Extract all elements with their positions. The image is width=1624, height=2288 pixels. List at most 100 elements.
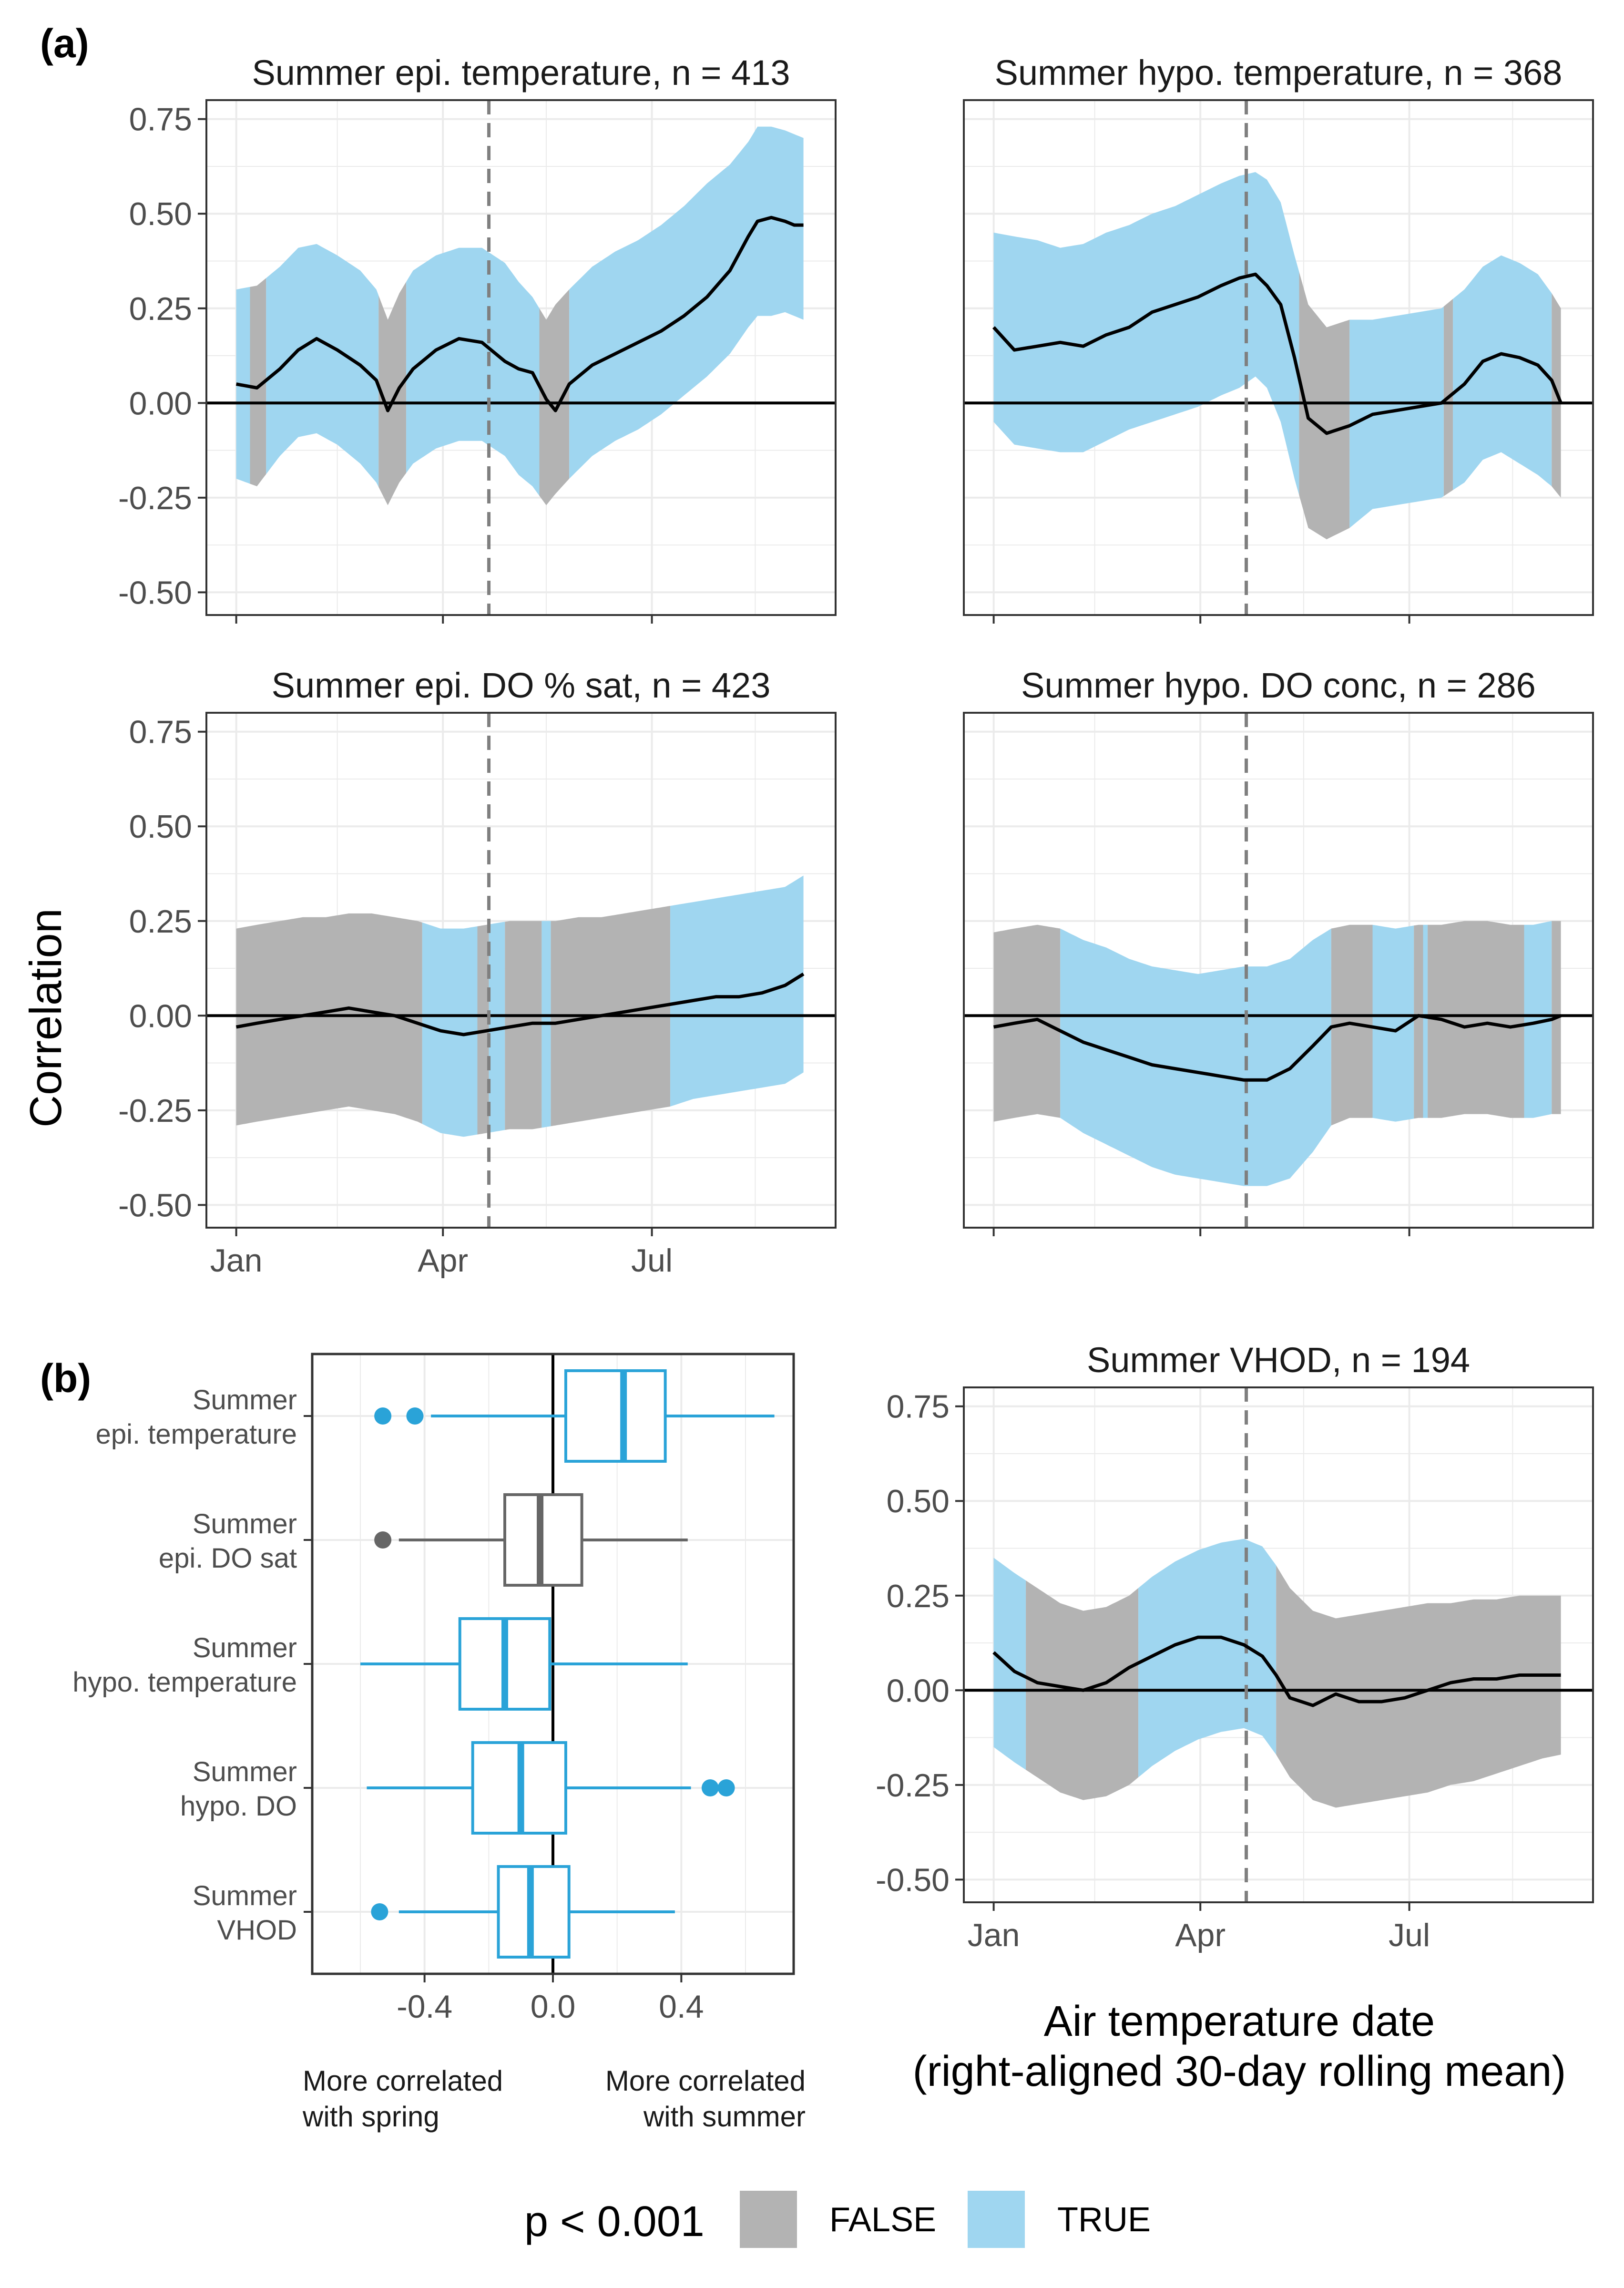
significance-band-true: [406, 247, 540, 496]
y-tick-label: 0.25: [887, 1578, 950, 1614]
significance-band-false: [236, 913, 422, 1126]
significance-band-true: [993, 172, 1299, 495]
y-tick-label: 0.00: [887, 1672, 950, 1709]
category-label-line1: Summer: [193, 1385, 297, 1416]
x-axis-label-line2: (right-aligned 30-day rolling mean): [913, 2048, 1566, 2095]
panel-border: [205, 712, 837, 1229]
legend: p < 0.001 FALSE TRUE: [524, 2191, 1151, 2248]
y-tick-label: 0.00: [129, 998, 192, 1034]
y-tick-label: 0.75: [887, 1389, 950, 1425]
outlier-point: [406, 1407, 424, 1425]
significance-band-true: [1060, 928, 1331, 1186]
significance-band-true: [993, 1558, 1026, 1770]
box: [564, 1369, 667, 1463]
x-tick-label: -0.4: [397, 1989, 452, 2025]
x-tick-label: Jul: [1389, 1917, 1430, 1953]
significance-band-true: [1349, 306, 1444, 528]
y-tick-label: -0.50: [876, 1862, 950, 1898]
legend-swatch-false: [740, 2191, 797, 2248]
category-label-line2: hypo. temperature: [72, 1667, 297, 1698]
y-tick-label: 0.50: [887, 1483, 950, 1519]
correlation-line: [992, 1635, 1561, 1707]
panel-title: Summer epi. DO % sat, n = 423: [272, 666, 771, 705]
category-label-line1: Summer: [193, 1632, 297, 1663]
y-tick-label: -0.25: [118, 480, 192, 516]
x-tick-label: Apr: [418, 1242, 468, 1279]
category-label-line2: epi. DO sat: [159, 1543, 297, 1574]
significance-band-true: [1423, 924, 1428, 1118]
y-axis-label: Correlation: [20, 908, 71, 1128]
panel-label-a: (a): [40, 21, 89, 66]
outlier-point: [717, 1779, 735, 1796]
outlier-point: [371, 1903, 388, 1920]
panel-title: Summer VHOD, n = 194: [1087, 1340, 1470, 1380]
significance-band-true: [569, 126, 804, 479]
significance-band-false: [1414, 924, 1423, 1119]
significance-band-true: [266, 244, 379, 487]
x-tick-label: Jan: [968, 1917, 1020, 1953]
panel-title: Summer hypo. DO conc, n = 286: [1021, 666, 1536, 705]
legend-label-false: FALSE: [829, 2201, 936, 2239]
y-tick-label: -0.50: [118, 575, 192, 611]
y-tick-label: 0.75: [129, 714, 192, 750]
x-tick-label: Jul: [631, 1242, 673, 1279]
y-tick-label: 0.50: [129, 809, 192, 845]
note-summer-line2: with summer: [643, 2101, 806, 2133]
significance-band-false: [378, 282, 407, 505]
category-label-line2: VHOD: [217, 1915, 297, 1946]
category-label-line2: epi. temperature: [96, 1419, 297, 1450]
correlation-line: [993, 1014, 1562, 1082]
panel-label-b: (b): [40, 1356, 91, 1401]
significance-band-true: [1138, 1539, 1277, 1777]
significance-band-true: [422, 922, 478, 1137]
panel-hypo-temperature: Summer hypo. temperature, n = 368: [963, 53, 1594, 624]
panel-border: [205, 99, 837, 616]
note-spring-line2: with spring: [302, 2101, 439, 2133]
significance-band-false: [250, 278, 266, 486]
x-axis-label-line1: Air temperature date: [1044, 1998, 1435, 2045]
panel-border: [311, 1353, 795, 1975]
y-tick-label: -0.25: [876, 1767, 950, 1804]
panel-border: [963, 99, 1594, 616]
correlation-line: [235, 215, 804, 412]
x-tick-label: 0.4: [659, 1989, 704, 2025]
significance-band-true: [670, 875, 804, 1107]
y-tick-label: -0.50: [118, 1187, 192, 1223]
significance-band-false: [993, 924, 1061, 1122]
significance-band-false: [539, 289, 570, 505]
correlation-line: [235, 972, 805, 1036]
x-tick-label: 0.0: [531, 1989, 576, 2025]
panel-title: Summer hypo. temperature, n = 368: [995, 53, 1563, 92]
y-tick-label: -0.25: [118, 1093, 192, 1129]
significance-band-false: [1299, 272, 1350, 540]
legend-swatch-true: [968, 2191, 1025, 2248]
category-label-line1: Summer: [193, 1756, 297, 1787]
panel-epi-do-sat: Summer epi. DO % sat, n = 423 0.75 0.50 0.2…: [118, 666, 837, 1279]
significance-band-false: [1276, 1565, 1561, 1808]
y-tick-label: 0.00: [129, 385, 192, 421]
category-label-line2: hypo. DO: [180, 1791, 297, 1822]
significance-band-false: [1428, 921, 1524, 1118]
panel-border: [963, 1386, 1594, 1903]
panel-hypo-do-conc: Summer hypo. DO conc, n = 286: [963, 666, 1594, 1236]
x-tick-label: Apr: [1175, 1917, 1226, 1953]
panel-vhod: Summer VHOD, n = 194 0.75 0.50 0.25 0.00 -0.2…: [876, 1340, 1594, 1953]
note-summer-line1: More correlated: [605, 2065, 806, 2097]
significance-band-true: [1372, 924, 1414, 1122]
correlation-line: [992, 272, 1563, 435]
note-spring-line1: More correlated: [303, 2065, 503, 2097]
outlier-point: [701, 1779, 719, 1796]
category-label-line1: Summer: [193, 1880, 297, 1911]
legend-label-true: TRUE: [1057, 2201, 1151, 2239]
panel-epi-temperature: Summer epi. temperature, n = 413 0.75 0.50…: [118, 53, 837, 624]
significance-band-true: [489, 922, 505, 1133]
significance-band-true: [1524, 921, 1552, 1118]
category-label-line1: Summer: [193, 1508, 297, 1539]
y-tick-label: 0.75: [129, 102, 192, 138]
y-tick-label: 0.25: [129, 903, 192, 940]
legend-title: p < 0.001: [524, 2198, 705, 2246]
outlier-point: [374, 1407, 392, 1425]
outlier-point: [374, 1531, 392, 1549]
y-tick-label: 0.50: [129, 196, 192, 232]
